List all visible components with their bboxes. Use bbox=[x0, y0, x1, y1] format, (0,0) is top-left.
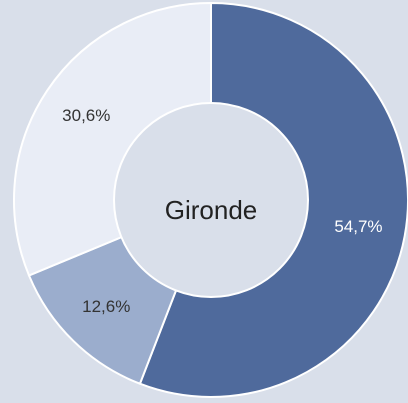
slice-label: 54,7% bbox=[334, 217, 382, 236]
center-hole bbox=[113, 102, 309, 298]
slice-label: 12,6% bbox=[82, 297, 130, 316]
center-label: Gironde bbox=[165, 195, 258, 225]
slice-label: 30,6% bbox=[62, 106, 110, 125]
